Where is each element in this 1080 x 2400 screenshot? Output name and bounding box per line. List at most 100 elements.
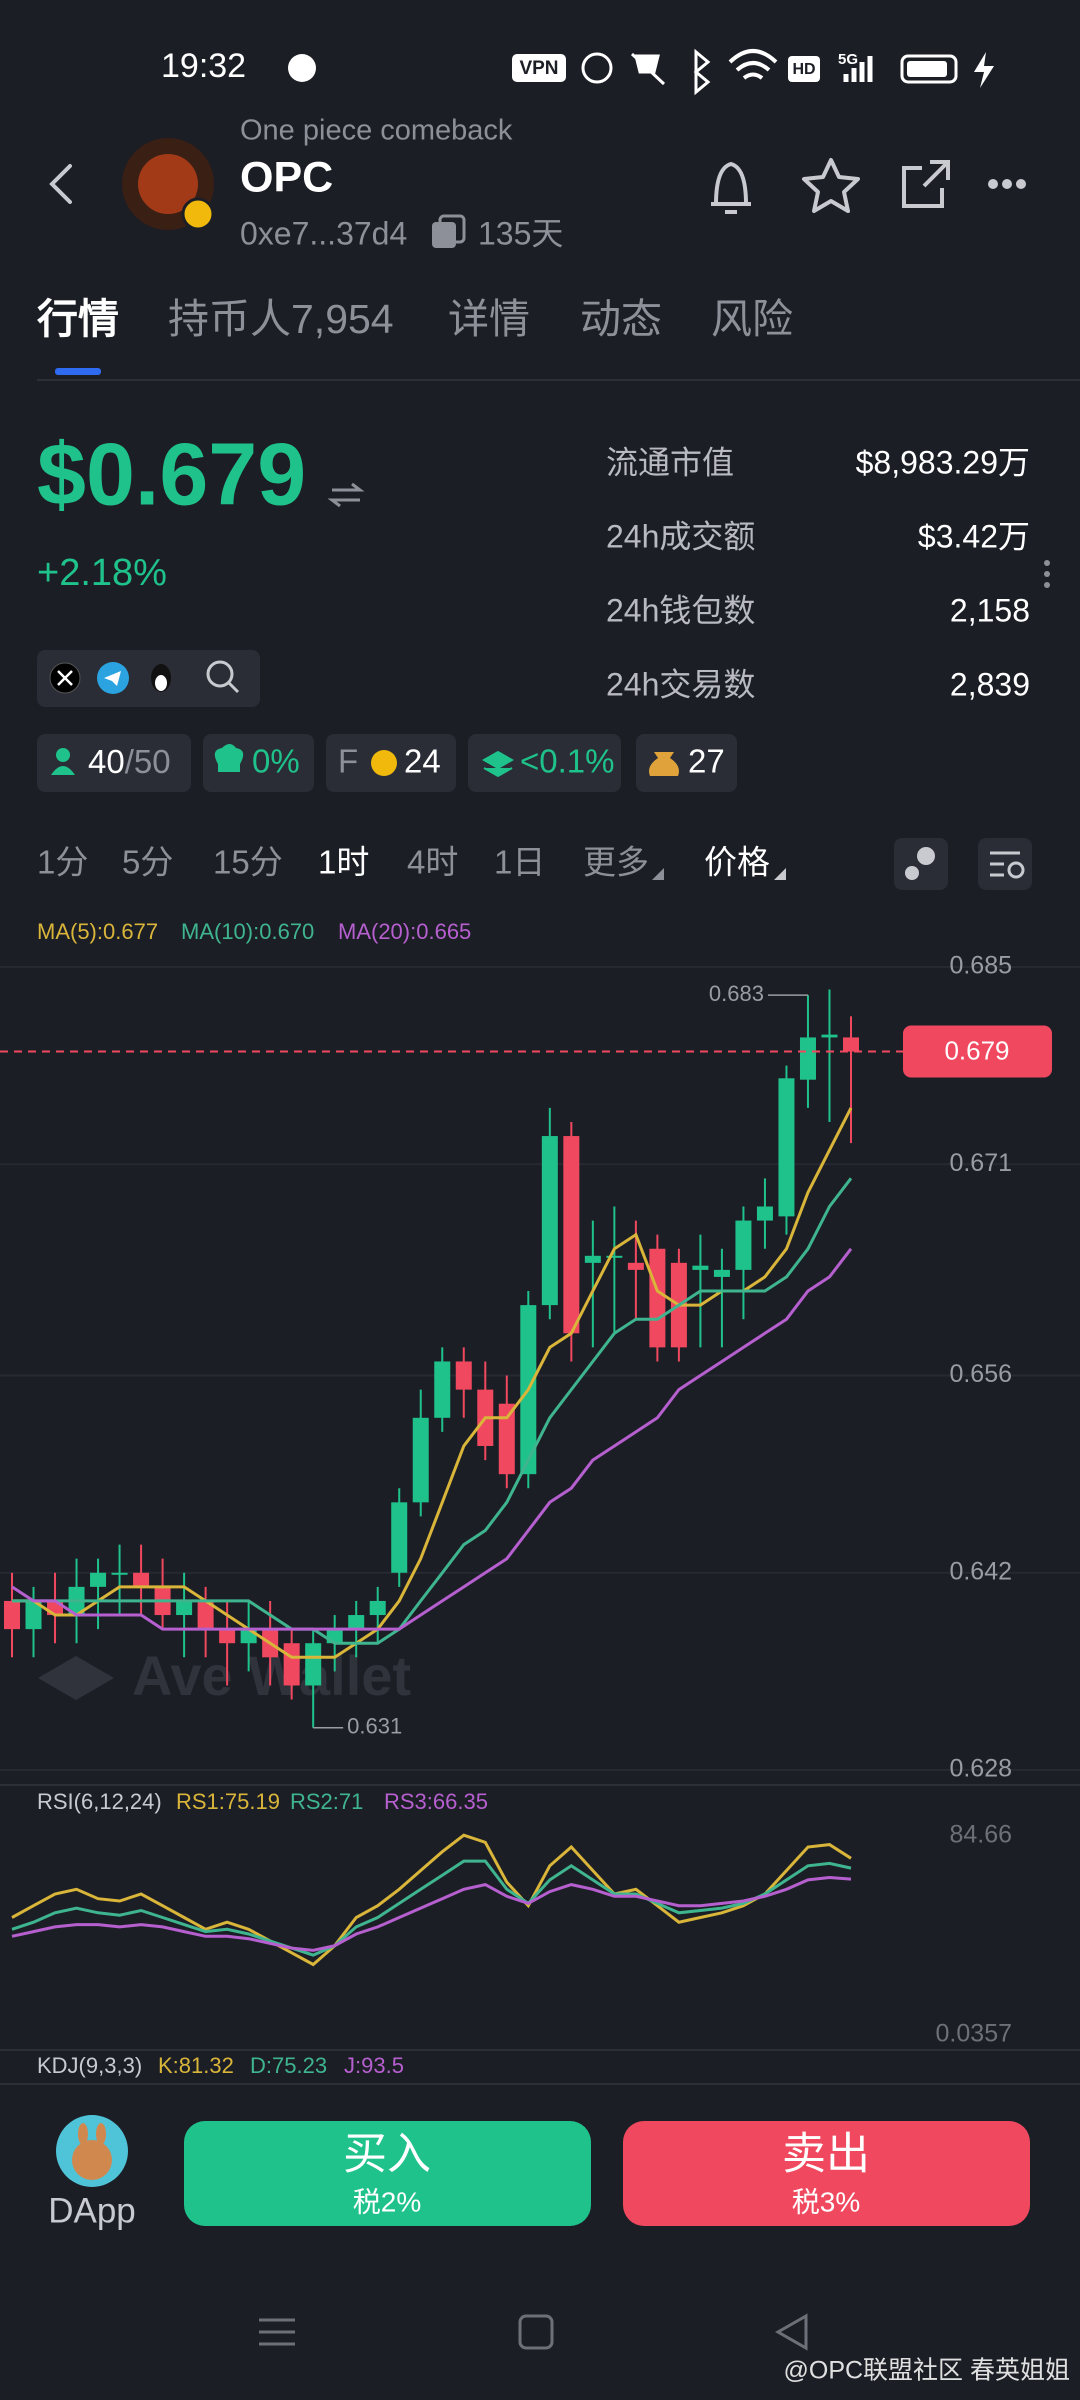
candle-body xyxy=(283,1643,300,1686)
rsi-axis-label: 0.0357 xyxy=(936,2020,1012,2048)
timeframe[interactable]: 15分 xyxy=(213,844,283,881)
badge[interactable] xyxy=(37,734,191,792)
candle-body xyxy=(434,1361,451,1418)
tab[interactable]: 风险 xyxy=(711,296,793,342)
settings-button[interactable] xyxy=(978,838,1032,890)
share-button[interactable] xyxy=(902,160,950,208)
candle-body xyxy=(455,1361,472,1390)
badge[interactable] xyxy=(636,734,737,792)
back-button[interactable] xyxy=(49,164,72,204)
x-glyph xyxy=(57,670,73,686)
network-text: 5G xyxy=(838,51,858,68)
side-menu[interactable] xyxy=(1044,560,1050,588)
avatar-art xyxy=(138,154,198,214)
candle-body xyxy=(391,1502,408,1573)
status-icon xyxy=(288,54,316,82)
copy-icon[interactable] xyxy=(432,222,456,248)
y-tick-label: 0.656 xyxy=(949,1360,1012,1388)
low-label: 0.631 xyxy=(347,1714,402,1739)
timeframe-active[interactable]: 1时 xyxy=(318,844,369,881)
kdj-label: J:93.5 xyxy=(344,2053,404,2078)
token-address: 0xe7...37d4 xyxy=(240,215,407,251)
candle-body xyxy=(735,1220,752,1270)
tab[interactable]: 详情 xyxy=(448,296,530,342)
settings-glyph xyxy=(1007,861,1025,879)
indicator-button[interactable] xyxy=(894,838,948,890)
candle-body xyxy=(25,1600,42,1630)
candle-body xyxy=(756,1206,773,1221)
candle-body xyxy=(4,1600,20,1630)
candle-body xyxy=(799,1037,816,1080)
rsi-chart: 84.66 0.0357 xyxy=(11,1821,1012,2048)
price-mode[interactable]: 价格 xyxy=(704,844,770,881)
price-chart: 0.685 0.671 0.656 0.642 0.628 0.683 0.631 0.679 xyxy=(0,952,1080,1783)
candle-body xyxy=(369,1600,386,1616)
indicator-line xyxy=(11,1875,852,1952)
badge-text: 40/50 xyxy=(88,743,171,780)
timeframe-more[interactable]: 更多 xyxy=(583,844,649,881)
sell-button[interactable] xyxy=(623,2121,1030,2226)
qq-glyph xyxy=(155,675,167,691)
nav-home[interactable] xyxy=(518,2314,554,2350)
chain-badge xyxy=(181,197,215,231)
tab-indicator xyxy=(55,368,101,375)
tab[interactable]: 持币人7,954 xyxy=(168,296,394,342)
coin-icon xyxy=(371,750,397,776)
telegram-glyph xyxy=(104,671,121,686)
token-subtitle: One piece comeback xyxy=(240,115,513,147)
badge[interactable] xyxy=(468,734,621,792)
dev-share: 0% xyxy=(252,743,300,780)
token-name: OPC xyxy=(240,153,333,201)
sell-tax: 税3% xyxy=(792,2186,860,2217)
holder-count: 40 xyxy=(88,743,125,780)
y-tick-label: 0.628 xyxy=(949,1755,1012,1783)
timeframe[interactable]: 4时 xyxy=(407,844,458,881)
f-label: F xyxy=(338,743,358,780)
vpn-badge xyxy=(512,54,566,82)
stat-label: 流通市值 xyxy=(606,444,734,480)
candle-body xyxy=(821,1034,838,1038)
timeframe[interactable]: 1分 xyxy=(37,844,88,881)
indicator-glyph xyxy=(905,866,919,880)
candle-body xyxy=(843,1037,859,1052)
ma-label: MA(5):0.677 xyxy=(37,919,158,944)
candle-body xyxy=(563,1136,580,1334)
rsi-label: RS1:75.19 xyxy=(176,1789,280,1814)
nav-back[interactable] xyxy=(774,2313,808,2351)
wifi-icon xyxy=(728,49,778,80)
battery-icon xyxy=(900,54,958,84)
tab[interactable]: 动态 xyxy=(580,296,662,342)
buy-label: 买入 xyxy=(343,2130,431,2179)
alert-button[interactable] xyxy=(711,161,751,214)
favorite-button[interactable] xyxy=(802,158,860,213)
dev-icon xyxy=(214,744,244,772)
rsi-axis-label: 84.66 xyxy=(949,1821,1012,1849)
f-value: 24 xyxy=(404,743,441,780)
timeframe[interactable]: 5分 xyxy=(122,844,173,881)
tab[interactable]: 行情 xyxy=(37,296,119,342)
y-tick-label: 0.685 xyxy=(949,952,1012,980)
buy-button[interactable] xyxy=(184,2121,591,2226)
dapp-label[interactable]: DApp xyxy=(48,2191,136,2230)
status-time: 19:32 xyxy=(161,47,246,85)
search-link[interactable] xyxy=(206,660,234,688)
dapp-bunny-ear xyxy=(78,2123,88,2145)
candle-body xyxy=(498,1403,515,1475)
dropdown-arrow xyxy=(652,868,664,880)
kdj-label: K:81.32 xyxy=(158,2053,234,2078)
more-button[interactable] xyxy=(988,179,1026,189)
sell-label: 卖出 xyxy=(782,2130,870,2179)
stat-label: 24h交易数 xyxy=(606,666,755,702)
swap-icon[interactable] xyxy=(327,482,365,508)
nav-menu[interactable] xyxy=(259,2318,295,2346)
stat-label: 24h钱包数 xyxy=(606,592,755,628)
timeframe[interactable]: 1日 xyxy=(494,844,545,881)
rsi-label: RS2:71 xyxy=(290,1789,363,1814)
stat-value: $3.42万 xyxy=(918,518,1030,554)
signal-icon xyxy=(843,56,873,82)
dropdown-arrow xyxy=(774,868,786,880)
indicator-line xyxy=(11,1247,853,1631)
candle-body xyxy=(541,1136,558,1306)
stat-value: 2,158 xyxy=(950,592,1030,628)
